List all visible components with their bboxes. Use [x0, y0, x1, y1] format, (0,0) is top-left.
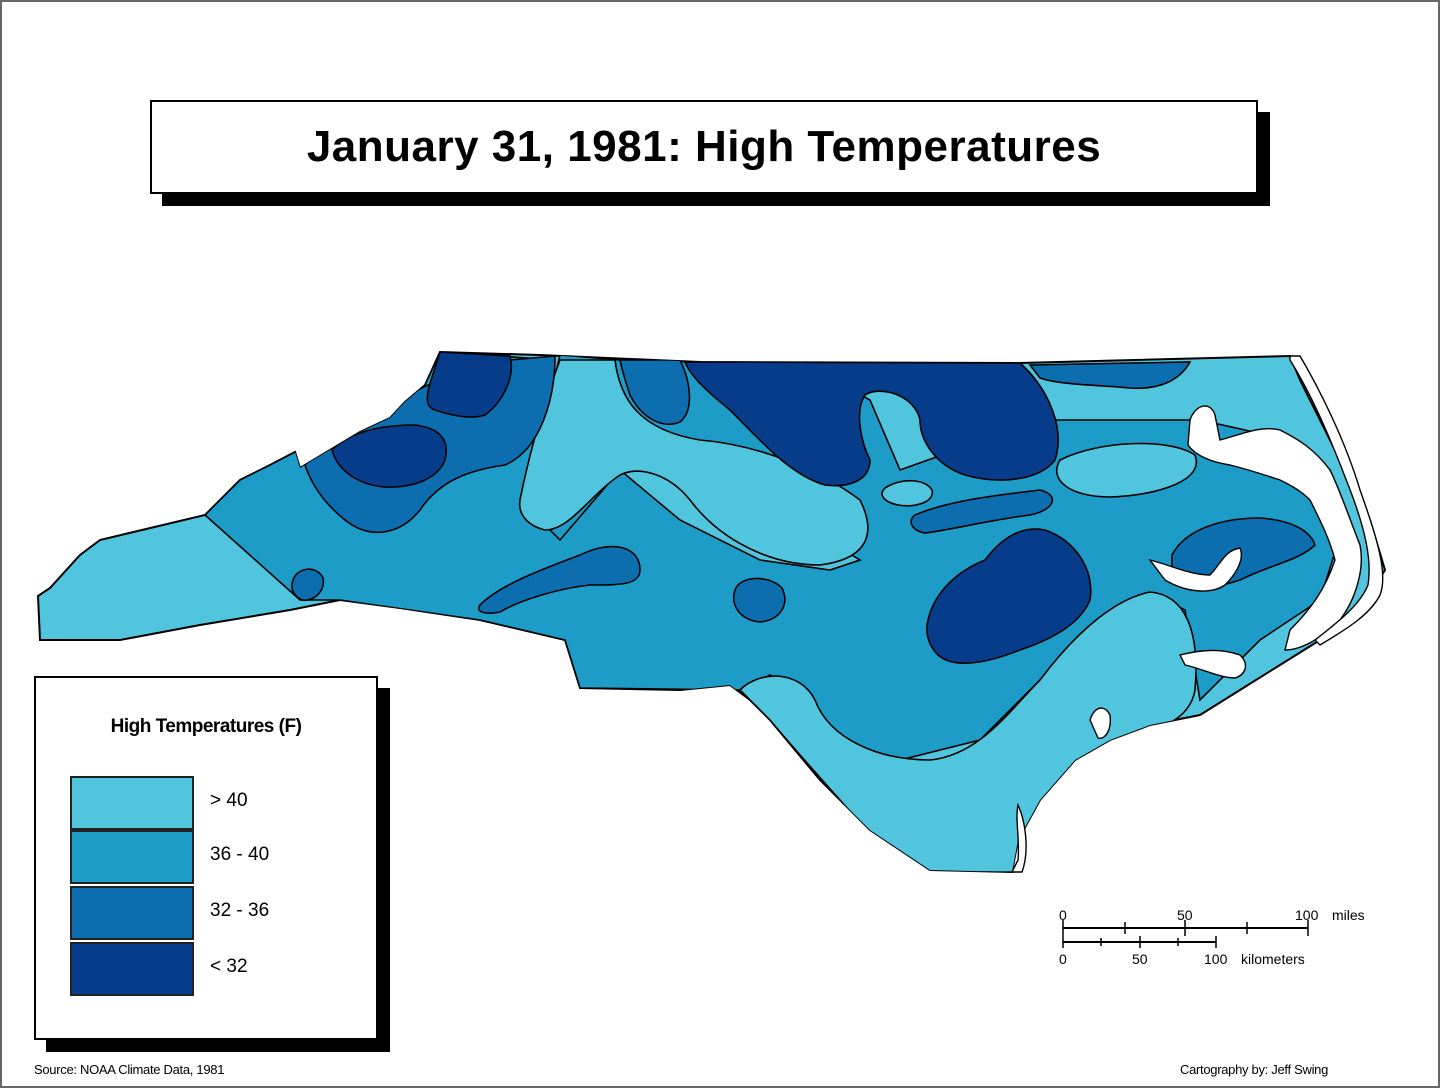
- zone-over-40-central: [518, 359, 869, 566]
- scale-miles-unit: miles: [1332, 907, 1365, 923]
- scale-miles-50: 50: [1177, 907, 1193, 923]
- legend-label: 32 - 36: [210, 900, 270, 921]
- legend-swatch: [70, 830, 194, 884]
- legend-title: High Temperatures (F): [110, 716, 302, 737]
- zone-under-32-north: [683, 361, 1059, 487]
- pamlico-river: [1148, 547, 1242, 592]
- legend-swatch: [70, 886, 194, 940]
- scale-km-0: 0: [1059, 951, 1067, 967]
- zone-32-36-band: [910, 489, 1054, 534]
- scale-bar: 0 50 100 miles 0 50 100 kilometers: [1059, 907, 1365, 967]
- zone-32-36-center-spot: [733, 577, 786, 623]
- neuse-river: [1178, 649, 1247, 679]
- cape-fear: [1010, 802, 1027, 873]
- legend-item-over-40: > 40: [70, 776, 370, 830]
- coastal-sounds: [1010, 355, 1384, 873]
- map-title: January 31, 1981: High Temperatures: [306, 122, 1102, 171]
- legend-swatch: [70, 776, 194, 830]
- zone-under-32-east: [926, 528, 1092, 664]
- scale-km-50: 50: [1132, 951, 1148, 967]
- legend-item-36-40: 36 - 40: [70, 830, 370, 884]
- scale-miles-0: 0: [1059, 907, 1067, 923]
- zone-over-40-small-center: [881, 479, 933, 507]
- legend-item-under-32: < 32: [70, 942, 370, 996]
- title-box: January 31, 1981: High Temperatures: [150, 100, 1258, 194]
- legend-label: < 32: [210, 956, 248, 977]
- zone-under-32-west: [331, 424, 447, 488]
- legend-label: > 40: [210, 790, 248, 811]
- legend-swatch: [70, 942, 194, 996]
- legend-label: 36 - 40: [210, 844, 270, 865]
- legend: High Temperatures (F) > 40 36 - 40 32 - …: [34, 676, 378, 1040]
- inlet-southeast: [1089, 707, 1112, 739]
- scale-miles-100: 100: [1295, 907, 1319, 923]
- zone-under-32-northwest: [426, 352, 512, 418]
- zone-32-36-west-spot: [291, 568, 325, 602]
- source-note: Source: NOAA Climate Data, 1981: [34, 1062, 225, 1077]
- cartography-credit: Cartography by: Jeff Swing: [1180, 1062, 1329, 1077]
- zone-over-40-northeast: [1055, 442, 1198, 498]
- outer-banks-north: [1289, 355, 1384, 646]
- scale-km-unit: kilometers: [1241, 951, 1305, 967]
- zone-32-36-northeast: [1028, 361, 1192, 390]
- zone-32-36-northcentral: [619, 359, 691, 425]
- albemarle-sound: [1187, 405, 1362, 651]
- legend-item-32-36: 32 - 36: [70, 886, 370, 940]
- zone-32-36-piedmont: [478, 545, 641, 614]
- scale-km-100: 100: [1204, 951, 1228, 967]
